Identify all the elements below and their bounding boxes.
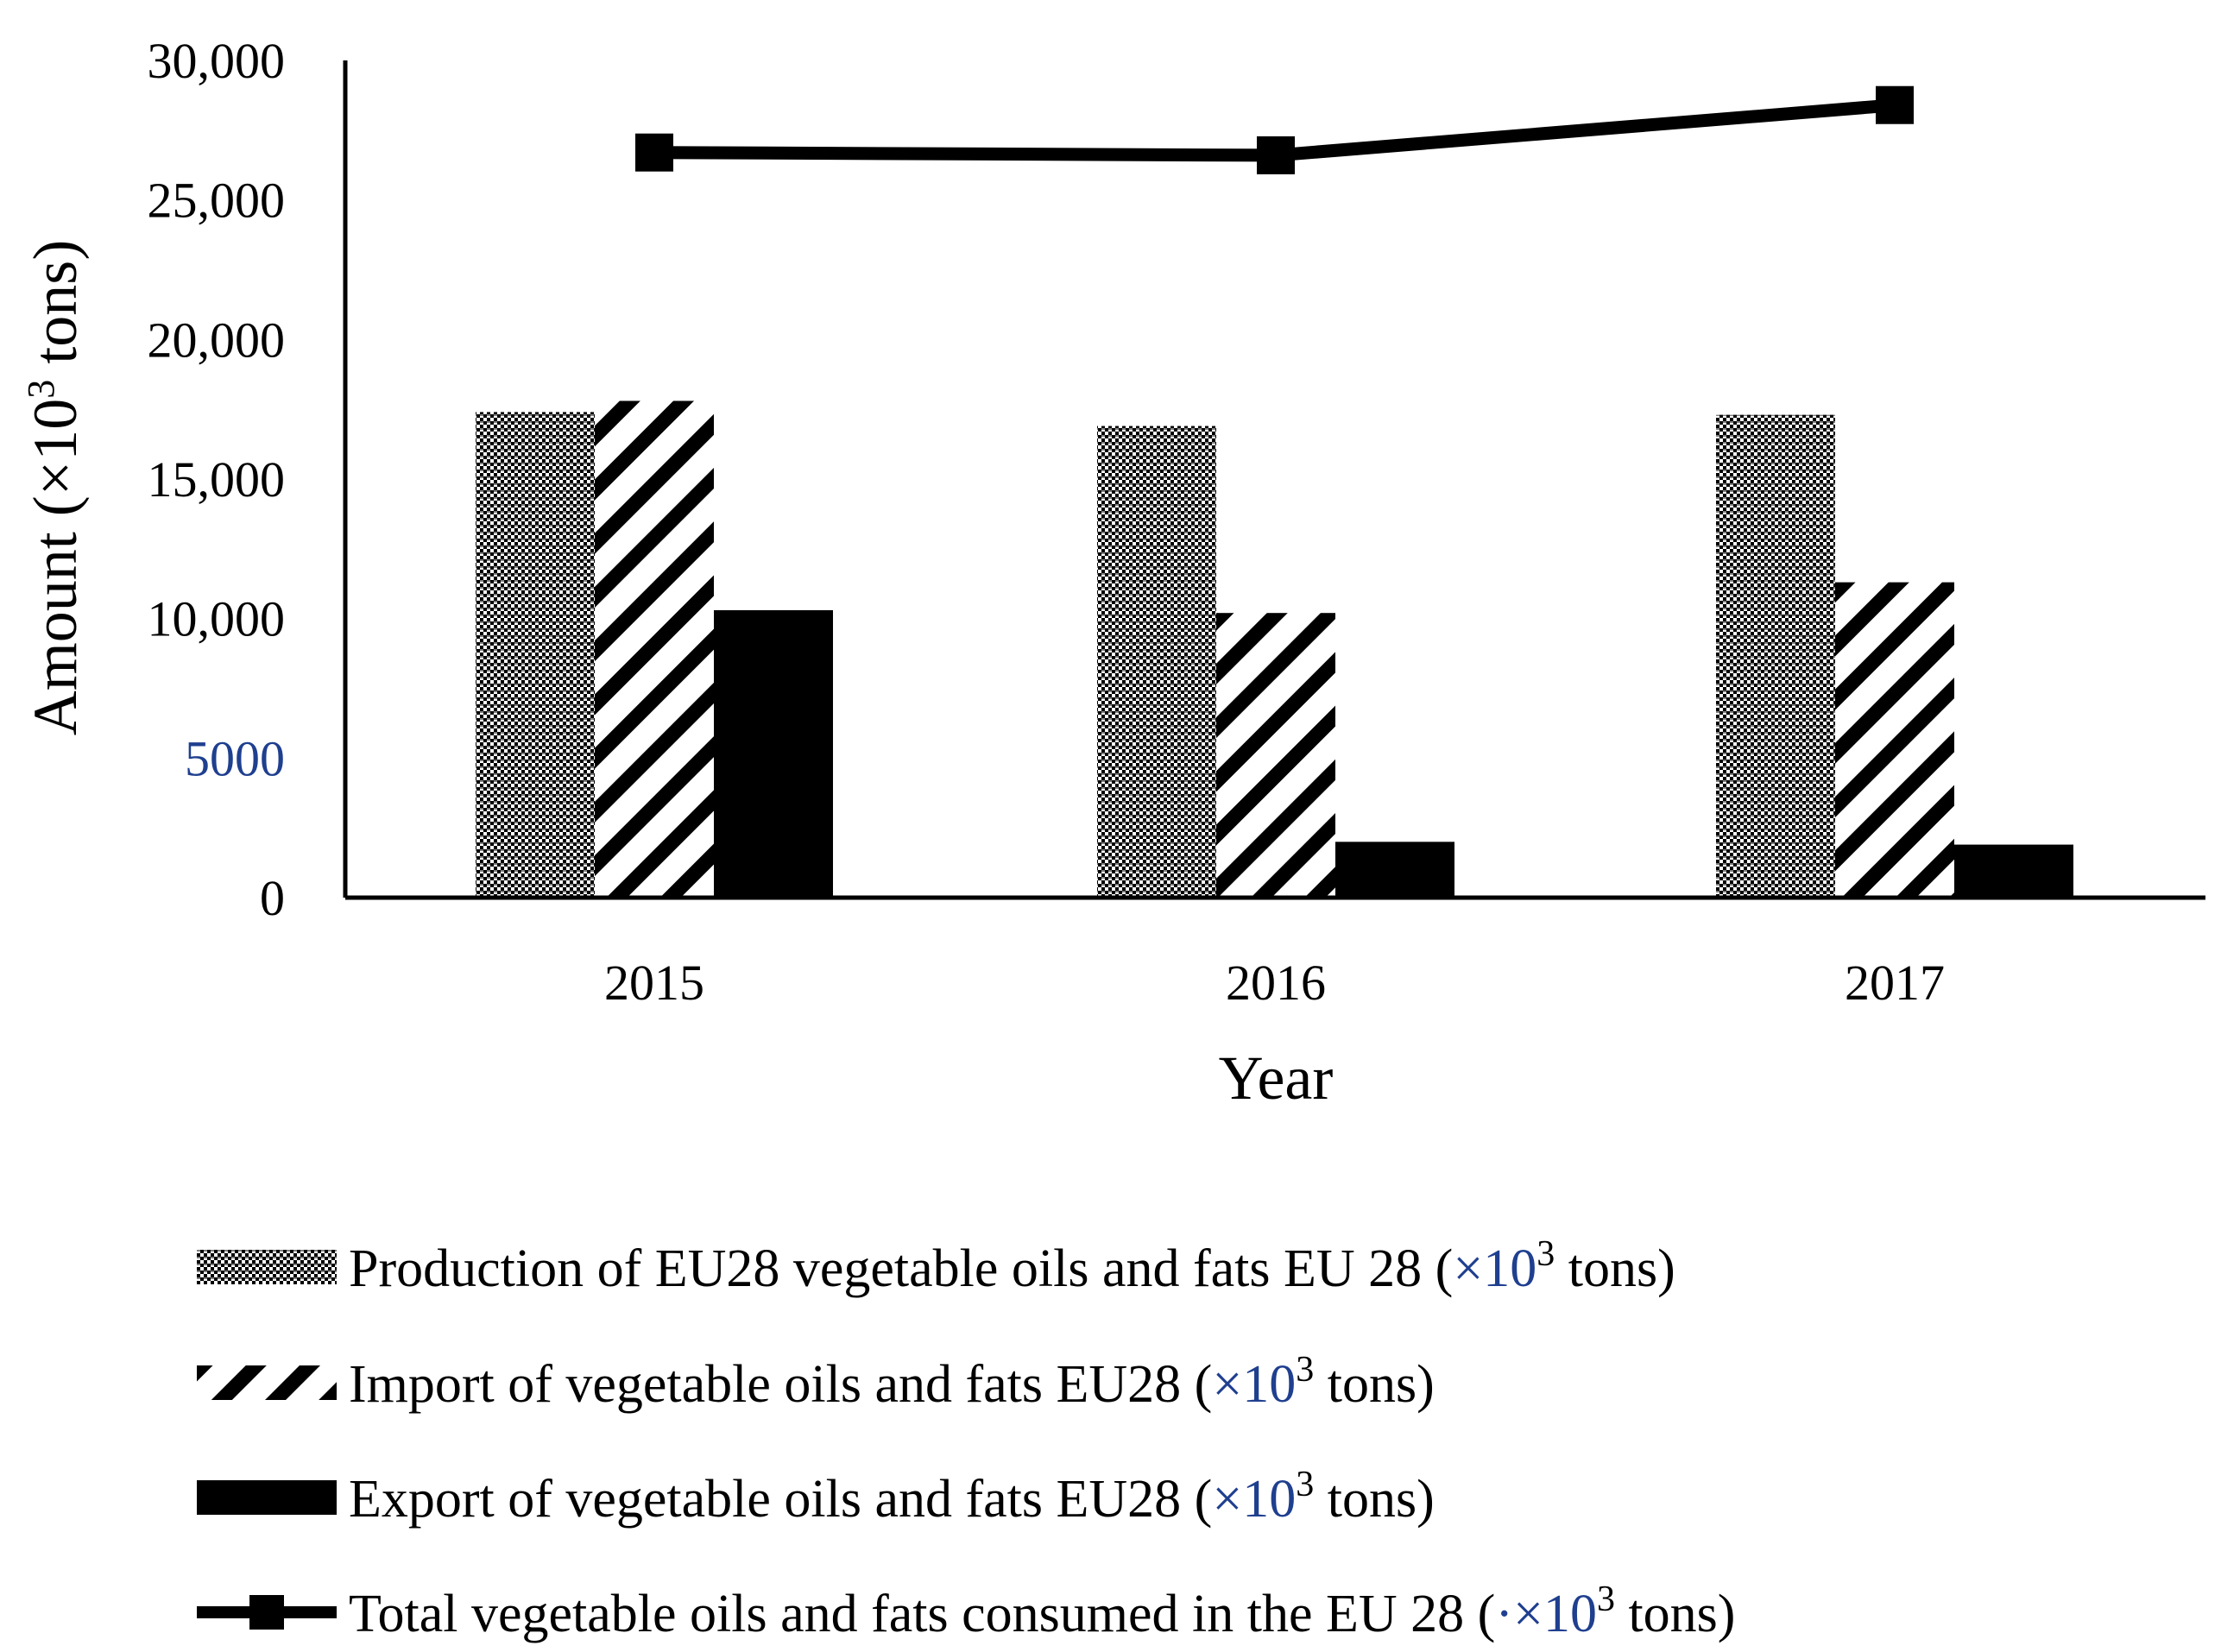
legend-swatch-diagonal — [197, 1365, 337, 1400]
y-tick-label: 5000 — [185, 730, 285, 786]
x-tick-label-2017: 2017 — [1845, 955, 1945, 1011]
legend-post: tons) — [1314, 1355, 1435, 1414]
legend-pre: Total vegetable oils and fats consumed i… — [349, 1585, 1495, 1643]
legend: Production of EU28 vegetable oils and fa… — [197, 1234, 1735, 1643]
bar-dots-2016 — [1097, 426, 1216, 899]
legend-swatch-solid — [197, 1480, 337, 1515]
legend-base: 10 — [1242, 1470, 1296, 1529]
bar-solid-2015 — [714, 609, 833, 898]
total-marker-2016 — [1257, 136, 1295, 174]
legend-sup: 3 — [1296, 1465, 1314, 1504]
x-tick-label-2015: 2015 — [604, 955, 704, 1011]
legend-mult: ·× — [1495, 1585, 1543, 1643]
y-tick-label: 25,000 — [148, 173, 286, 229]
legend-sup: 3 — [1597, 1579, 1615, 1619]
legend-base: 10 — [1242, 1355, 1296, 1414]
y-tick-label: 30,000 — [148, 33, 286, 89]
legend-sup: 3 — [1296, 1350, 1314, 1390]
legend-base: 10 — [1483, 1239, 1536, 1298]
legend-swatch-marker — [249, 1595, 284, 1630]
y-axis-title-tail: tons) — [21, 240, 90, 380]
legend-mult: × — [1212, 1355, 1242, 1414]
legend-pre: Production of EU28 vegetable oils and fa… — [349, 1239, 1453, 1298]
y-axis-title-main: Amount (×10 — [21, 399, 90, 736]
bars — [476, 400, 2073, 899]
legend-mult: × — [1212, 1470, 1242, 1529]
bar-diagonal-2017 — [1835, 582, 1954, 898]
y-axis-title-sup: 3 — [20, 380, 62, 399]
legend-pre: Import of vegetable oils and fats EU28 ( — [349, 1355, 1212, 1414]
total-line-layer — [635, 85, 1914, 174]
y-axis-title: Amount (×103 tons) — [20, 240, 90, 736]
legend-entry-text: Export of vegetable oils and fats EU28 (… — [349, 1465, 1435, 1529]
y-axis-ticks: 0 5000 10,000 15,000 20,000 25,000 30,000 — [148, 33, 286, 926]
legend-post: tons) — [1615, 1585, 1736, 1643]
bar-solid-2016 — [1335, 842, 1454, 898]
bar-diagonal-2015 — [595, 400, 714, 898]
bar-solid-2017 — [1954, 844, 2073, 898]
legend-base: 10 — [1543, 1585, 1597, 1643]
legend-sup: 3 — [1536, 1234, 1555, 1274]
x-axis-ticks: 2015 2016 2017 — [604, 955, 1945, 1011]
y-tick-label: 0 — [260, 870, 285, 926]
legend-pre: Export of vegetable oils and fats EU28 ( — [349, 1470, 1212, 1529]
legend-entry-text: Import of vegetable oils and fats EU28 (… — [349, 1350, 1435, 1414]
y-tick-label: 10,000 — [148, 591, 286, 647]
total-marker-2017 — [1876, 85, 1914, 124]
legend-post: tons) — [1555, 1239, 1675, 1298]
legend-entry-text: Production of EU28 vegetable oils and fa… — [349, 1234, 1675, 1298]
x-axis-title: Year — [1219, 1044, 1334, 1113]
bar-diagonal-2016 — [1216, 613, 1335, 898]
x-tick-label-2016: 2016 — [1226, 955, 1326, 1011]
legend-entry-text: Total vegetable oils and fats consumed i… — [349, 1579, 1735, 1643]
legend-mult: × — [1453, 1239, 1483, 1298]
legend-post: tons) — [1314, 1470, 1435, 1529]
legend-swatch-dots — [197, 1250, 337, 1284]
axes — [343, 60, 2205, 900]
bar-dots-2017 — [1716, 414, 1835, 899]
total-marker-2015 — [635, 133, 673, 172]
y-tick-label: 15,000 — [148, 451, 286, 508]
y-tick-label: 20,000 — [148, 312, 286, 368]
bar-dots-2015 — [476, 412, 595, 898]
